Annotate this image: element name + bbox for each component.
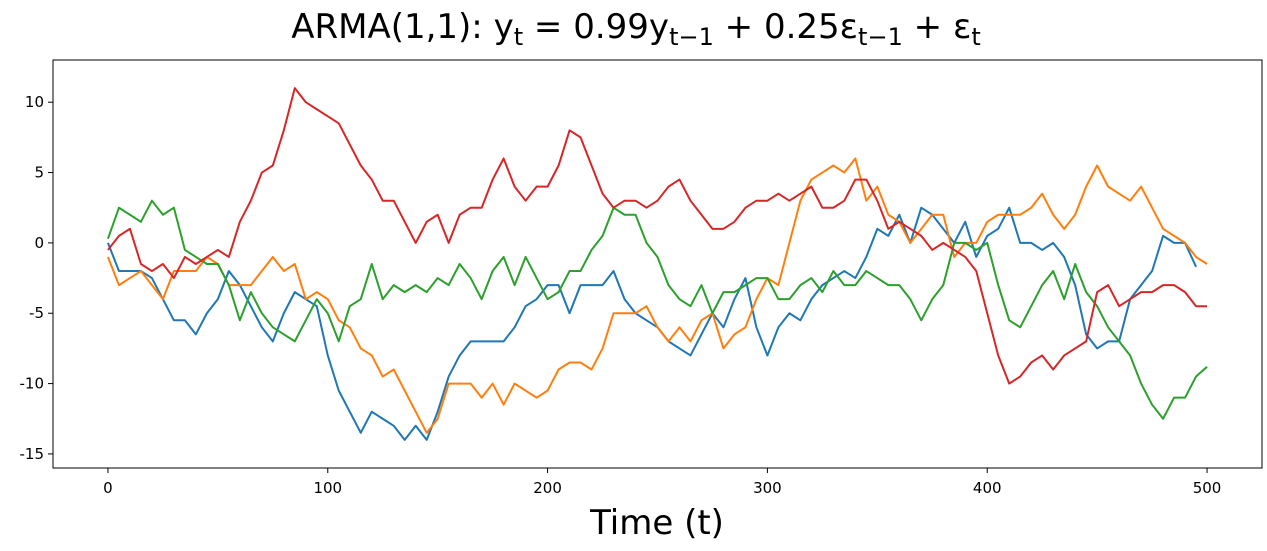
series-line — [107, 206, 1197, 441]
x-tick-label: 0 — [103, 479, 113, 497]
title-text: ARMA(1,1): y — [291, 7, 513, 47]
title-subscript: t−1 — [669, 23, 714, 51]
plot-frame — [52, 59, 1263, 469]
x-tick-label: 100 — [313, 479, 342, 497]
y-tick-label: 0 — [34, 234, 44, 252]
x-tick-label: 400 — [973, 479, 1002, 497]
plot-area — [107, 87, 1208, 441]
series-line — [107, 157, 1208, 434]
y-tick-label: 10 — [25, 93, 44, 111]
title-text: = 0.99y — [523, 7, 669, 47]
title-subscript: t−1 — [858, 23, 903, 51]
title-subscript: t — [514, 23, 523, 51]
y-tick-label: -10 — [20, 375, 45, 393]
series-line — [107, 87, 1208, 385]
title-text: + 0.25ε — [714, 7, 858, 47]
chart-title: ARMA(1,1): yt = 0.99yt−1 + 0.25εt−1 + εt — [291, 7, 981, 51]
x-tick-label: 200 — [533, 479, 562, 497]
y-tick-label: 5 — [34, 164, 44, 182]
title-text: + ε — [903, 7, 971, 47]
x-tick-label: 500 — [1193, 479, 1222, 497]
x-tick-label: 300 — [753, 479, 782, 497]
y-tick-label: -15 — [20, 445, 45, 463]
y-tick-label: -5 — [29, 304, 44, 322]
series-line — [107, 199, 1208, 420]
title-subscript: t — [971, 23, 980, 51]
x-axis-label: Time (t) — [589, 503, 724, 543]
